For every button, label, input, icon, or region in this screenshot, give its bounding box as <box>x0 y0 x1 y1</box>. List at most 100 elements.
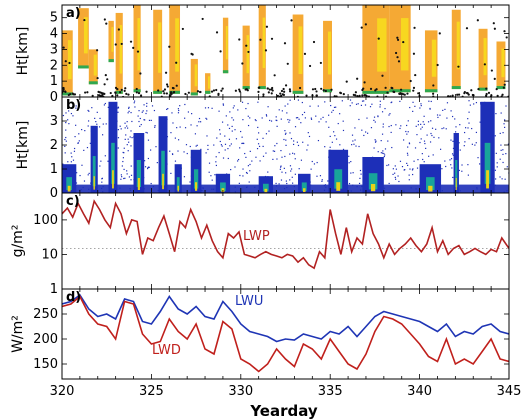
lidar-dot <box>120 128 122 130</box>
lidar-dot <box>433 136 435 138</box>
lidar-dot <box>126 125 128 127</box>
lidar-dot <box>76 172 78 174</box>
lidar-dot <box>342 120 344 122</box>
lidar-column-core <box>455 160 458 187</box>
radar-column <box>78 8 89 69</box>
radar-column-base <box>478 87 488 91</box>
lidar-column-core <box>193 169 199 189</box>
lidar-dot <box>464 141 466 143</box>
ceilometer-dot <box>215 31 219 34</box>
ceilometer-dot <box>319 61 322 65</box>
lidar-dot <box>219 140 221 143</box>
radar-column <box>115 12 123 94</box>
ceilometer-dot <box>290 19 293 22</box>
lidar-dot <box>143 160 146 162</box>
ceilometer-dot <box>220 89 223 92</box>
lidar-dot <box>150 119 152 121</box>
lidar-dot <box>458 169 460 172</box>
lidar-dot <box>461 164 463 166</box>
lidar-dot <box>389 113 391 115</box>
radar-column <box>496 41 506 90</box>
ceilometer-dot <box>238 88 241 91</box>
ceilometer-dot <box>312 40 316 44</box>
lidar-dot <box>475 101 478 104</box>
lidar-dot <box>247 165 250 167</box>
ceilometer-dot <box>457 65 460 68</box>
lidar-dot <box>329 146 331 148</box>
lidar-dot <box>301 101 303 104</box>
lidar-dot <box>452 140 454 142</box>
lidar-dot <box>191 113 193 115</box>
lidar-dot <box>170 172 172 174</box>
lidar-column-hot <box>93 176 95 190</box>
lidar-dot <box>390 101 392 104</box>
lidar-dot <box>295 117 298 119</box>
radar-column-base <box>133 89 141 93</box>
lidar-dot <box>189 145 191 148</box>
panel-a-label: a) <box>66 6 81 21</box>
lidar-dot <box>369 106 372 108</box>
lidar-dot <box>469 104 471 106</box>
lidar-dot <box>334 135 336 137</box>
radar-column-core <box>456 21 460 70</box>
lidar-dot <box>296 141 298 143</box>
lidar-dot <box>354 127 356 129</box>
lidar-dot <box>391 146 393 149</box>
ceilometer-dot <box>485 87 488 90</box>
radar-column-base <box>88 81 98 85</box>
ceilometer-dot <box>259 38 262 41</box>
lidar-dot <box>275 119 277 121</box>
lidar-dot <box>358 118 360 121</box>
ceilometer-dot <box>157 89 160 92</box>
radar-column-core <box>207 76 210 89</box>
lidar-dot <box>353 143 355 145</box>
ceilometer-dot <box>396 38 400 41</box>
lidar-dot <box>358 145 360 148</box>
lidar-dot <box>416 167 419 169</box>
lidar-dot <box>441 127 443 130</box>
ceilometer-dot <box>68 61 71 65</box>
ceilometer-dot <box>114 91 117 95</box>
lidar-dot <box>443 127 445 129</box>
lidar-dot <box>398 180 400 183</box>
lidar-dot <box>298 168 300 170</box>
radar-column-base <box>78 65 89 69</box>
lidar-dot <box>257 143 260 145</box>
lidar-dot <box>227 147 229 150</box>
ceilometer-dot <box>505 36 508 39</box>
ceilometer-dot <box>172 87 175 90</box>
lidar-dot <box>142 110 144 112</box>
radar-column-base <box>108 59 114 63</box>
lidar-dot <box>373 116 376 118</box>
lidar-dot <box>499 158 501 160</box>
lidar-dot <box>117 111 119 113</box>
lidar-dot <box>324 101 326 103</box>
lidar-dot <box>414 147 417 149</box>
ceilometer-dot <box>339 91 342 94</box>
lidar-dot <box>380 152 382 154</box>
lidar-dot <box>280 149 282 152</box>
lidar-dot <box>218 151 220 154</box>
lidar-dot <box>231 130 233 132</box>
radar-column-base <box>242 86 250 90</box>
lidar-dot <box>186 152 188 155</box>
ceilometer-dot <box>96 76 99 80</box>
lidar-dot <box>230 143 232 145</box>
lidar-dot <box>380 140 382 142</box>
panel-a-y-tick-label: 3 <box>50 42 58 57</box>
lidar-dot <box>328 126 330 128</box>
lidar-dot <box>121 176 123 178</box>
lidar-dot <box>131 120 133 123</box>
lidar-dot <box>315 115 317 117</box>
ceilometer-dot <box>396 36 399 39</box>
lidar-dot <box>408 143 411 145</box>
lidar-dot <box>467 174 469 176</box>
ceilometer-dot <box>103 92 106 95</box>
radar-column-core <box>175 18 179 72</box>
lidar-dot <box>501 178 503 180</box>
lidar-dot <box>72 159 75 161</box>
lidar-dot <box>147 157 149 160</box>
radar-column <box>222 17 229 74</box>
lidar-dot <box>196 125 198 127</box>
lidar-dot <box>374 121 376 123</box>
